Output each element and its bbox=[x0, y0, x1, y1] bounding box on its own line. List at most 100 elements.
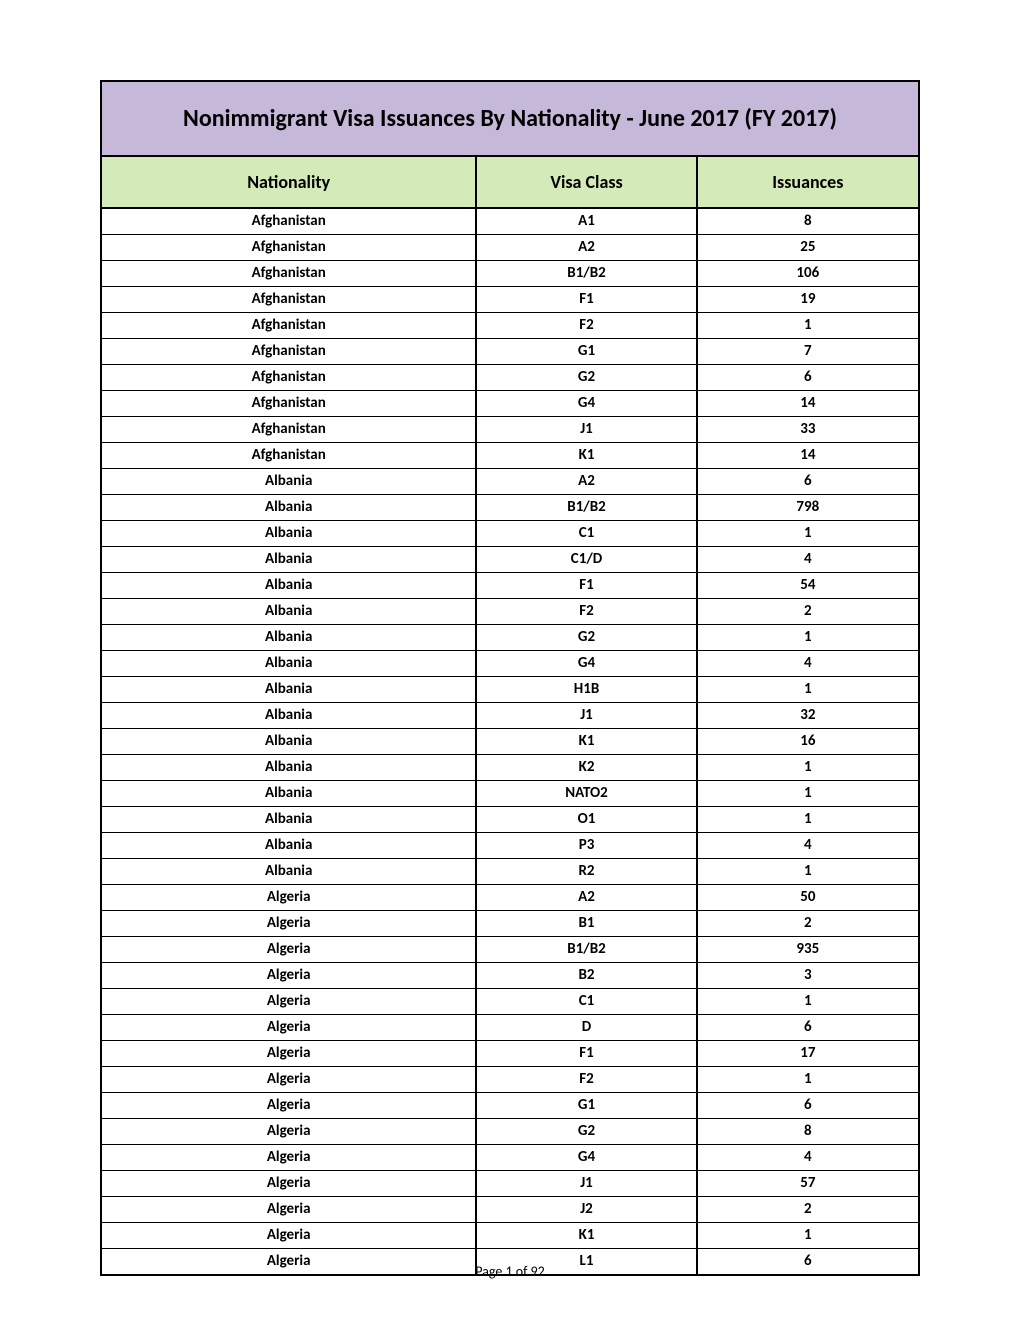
cell-issuances: 1 bbox=[698, 677, 918, 702]
cell-visa-class: B2 bbox=[477, 963, 697, 988]
cell-nationality: Algeria bbox=[102, 911, 477, 936]
table-row: AlbaniaC1/D4 bbox=[102, 547, 918, 573]
table-row: AlbaniaF154 bbox=[102, 573, 918, 599]
cell-visa-class: K2 bbox=[477, 755, 697, 780]
table-title: Nonimmigrant Visa Issuances By Nationali… bbox=[102, 82, 918, 157]
table-row: AlgeriaC11 bbox=[102, 989, 918, 1015]
cell-visa-class: D bbox=[477, 1015, 697, 1040]
cell-nationality: Albania bbox=[102, 703, 477, 728]
cell-nationality: Algeria bbox=[102, 885, 477, 910]
cell-nationality: Albania bbox=[102, 807, 477, 832]
table-row: AlgeriaG44 bbox=[102, 1145, 918, 1171]
table-row: AfghanistanA225 bbox=[102, 235, 918, 261]
cell-visa-class: K1 bbox=[477, 729, 697, 754]
table-row: AfghanistanJ133 bbox=[102, 417, 918, 443]
cell-issuances: 4 bbox=[698, 833, 918, 858]
cell-visa-class: B1/B2 bbox=[477, 495, 697, 520]
cell-visa-class: G4 bbox=[477, 651, 697, 676]
cell-nationality: Afghanistan bbox=[102, 313, 477, 338]
cell-nationality: Algeria bbox=[102, 989, 477, 1014]
cell-issuances: 4 bbox=[698, 547, 918, 572]
cell-visa-class: F1 bbox=[477, 1041, 697, 1066]
cell-issuances: 33 bbox=[698, 417, 918, 442]
cell-issuances: 4 bbox=[698, 651, 918, 676]
cell-visa-class: H1B bbox=[477, 677, 697, 702]
cell-issuances: 7 bbox=[698, 339, 918, 364]
cell-visa-class: J1 bbox=[477, 417, 697, 442]
cell-issuances: 106 bbox=[698, 261, 918, 286]
visa-table: Nonimmigrant Visa Issuances By Nationali… bbox=[100, 80, 920, 1276]
cell-visa-class: G2 bbox=[477, 625, 697, 650]
table-row: AlgeriaD6 bbox=[102, 1015, 918, 1041]
cell-issuances: 1 bbox=[698, 1067, 918, 1092]
cell-issuances: 14 bbox=[698, 391, 918, 416]
cell-visa-class: C1/D bbox=[477, 547, 697, 572]
cell-nationality: Albania bbox=[102, 677, 477, 702]
table-row: AfghanistanF119 bbox=[102, 287, 918, 313]
cell-issuances: 50 bbox=[698, 885, 918, 910]
table-row: AlgeriaJ22 bbox=[102, 1197, 918, 1223]
cell-issuances: 2 bbox=[698, 911, 918, 936]
cell-visa-class: F2 bbox=[477, 313, 697, 338]
cell-issuances: 1 bbox=[698, 807, 918, 832]
cell-nationality: Afghanistan bbox=[102, 209, 477, 234]
cell-visa-class: F2 bbox=[477, 599, 697, 624]
cell-nationality: Algeria bbox=[102, 1197, 477, 1222]
cell-visa-class: G1 bbox=[477, 1093, 697, 1118]
cell-issuances: 8 bbox=[698, 209, 918, 234]
cell-nationality: Albania bbox=[102, 755, 477, 780]
col-header-visa-class: Visa Class bbox=[477, 157, 697, 207]
table-row: AfghanistanB1/B2106 bbox=[102, 261, 918, 287]
cell-visa-class: J1 bbox=[477, 1171, 697, 1196]
cell-issuances: 6 bbox=[698, 469, 918, 494]
table-row: AlbaniaC11 bbox=[102, 521, 918, 547]
cell-issuances: 32 bbox=[698, 703, 918, 728]
table-row: AlbaniaA26 bbox=[102, 469, 918, 495]
cell-nationality: Afghanistan bbox=[102, 391, 477, 416]
table-body: AfghanistanA18AfghanistanA225Afghanistan… bbox=[102, 209, 918, 1274]
cell-issuances: 16 bbox=[698, 729, 918, 754]
cell-nationality: Albania bbox=[102, 651, 477, 676]
cell-visa-class: B1 bbox=[477, 911, 697, 936]
cell-issuances: 1 bbox=[698, 859, 918, 884]
table-row: AlbaniaG21 bbox=[102, 625, 918, 651]
cell-nationality: Algeria bbox=[102, 1067, 477, 1092]
cell-issuances: 17 bbox=[698, 1041, 918, 1066]
cell-issuances: 6 bbox=[698, 365, 918, 390]
table-row: AlgeriaF117 bbox=[102, 1041, 918, 1067]
cell-nationality: Afghanistan bbox=[102, 365, 477, 390]
cell-nationality: Algeria bbox=[102, 1093, 477, 1118]
cell-issuances: 935 bbox=[698, 937, 918, 962]
cell-visa-class: F1 bbox=[477, 287, 697, 312]
cell-nationality: Albania bbox=[102, 859, 477, 884]
cell-nationality: Albania bbox=[102, 495, 477, 520]
cell-visa-class: R2 bbox=[477, 859, 697, 884]
cell-issuances: 1 bbox=[698, 313, 918, 338]
col-header-issuances: Issuances bbox=[698, 157, 918, 207]
table-row: AlgeriaA250 bbox=[102, 885, 918, 911]
cell-issuances: 1 bbox=[698, 625, 918, 650]
cell-nationality: Algeria bbox=[102, 1015, 477, 1040]
cell-visa-class: F1 bbox=[477, 573, 697, 598]
table-row: AlgeriaF21 bbox=[102, 1067, 918, 1093]
cell-nationality: Algeria bbox=[102, 1145, 477, 1170]
cell-issuances: 25 bbox=[698, 235, 918, 260]
table-row: AfghanistanG17 bbox=[102, 339, 918, 365]
cell-nationality: Algeria bbox=[102, 963, 477, 988]
cell-visa-class: J1 bbox=[477, 703, 697, 728]
cell-visa-class: A1 bbox=[477, 209, 697, 234]
cell-visa-class: A2 bbox=[477, 235, 697, 260]
cell-issuances: 1 bbox=[698, 989, 918, 1014]
cell-nationality: Albania bbox=[102, 573, 477, 598]
cell-nationality: Albania bbox=[102, 781, 477, 806]
table-row: AlgeriaG28 bbox=[102, 1119, 918, 1145]
cell-visa-class: B1/B2 bbox=[477, 261, 697, 286]
cell-issuances: 57 bbox=[698, 1171, 918, 1196]
cell-issuances: 1 bbox=[698, 1223, 918, 1248]
cell-nationality: Albania bbox=[102, 599, 477, 624]
table-row: AlgeriaB23 bbox=[102, 963, 918, 989]
col-header-nationality: Nationality bbox=[102, 157, 477, 207]
table-row: AlgeriaK11 bbox=[102, 1223, 918, 1249]
cell-visa-class: G2 bbox=[477, 365, 697, 390]
table-row: AlbaniaH1B1 bbox=[102, 677, 918, 703]
